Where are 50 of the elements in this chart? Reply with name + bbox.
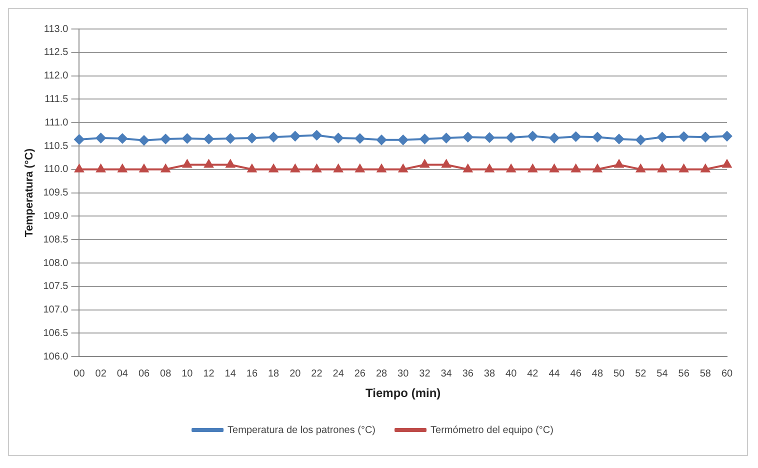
y-tick-label: 111.0 (44, 117, 69, 128)
x-tick-label: 44 (548, 368, 560, 380)
x-tick-label: 14 (224, 368, 236, 380)
x-axis-title: Tiempo (min) (366, 386, 441, 400)
x-tick-label: 20 (290, 368, 302, 380)
y-tick-label: 112.0 (44, 70, 69, 82)
y-tick-label: 109.0 (43, 210, 69, 222)
x-tick-label: 40 (506, 368, 518, 380)
x-tick-label: 36 (462, 368, 474, 380)
y-tick-label: 108.0 (43, 258, 69, 269)
x-tick-label: 08 (160, 368, 172, 380)
x-tick-label: 50 (613, 368, 626, 380)
x-tick-label: 58 (700, 368, 712, 380)
x-tick-label: 30 (398, 368, 410, 380)
x-tick-label: 02 (95, 368, 107, 380)
y-tick-label: 109.5 (43, 188, 69, 199)
legend-label: Termómetro del equipo (°C) (430, 424, 554, 436)
x-tick-label: 00 (74, 368, 86, 380)
x-tick-label: 52 (635, 368, 647, 380)
x-tick-label: 12 (203, 368, 215, 380)
x-tick-label: 46 (570, 368, 582, 380)
y-tick-label: 108.5 (43, 234, 69, 246)
x-tick-label: 16 (246, 368, 258, 380)
x-tick-label: 24 (332, 368, 344, 380)
y-tick-label: 110.5 (44, 140, 69, 152)
x-tick-label: 54 (656, 368, 668, 380)
y-tick-label: 111.5 (44, 94, 69, 105)
x-tick-label: 04 (116, 368, 128, 380)
x-tick-label: 28 (376, 368, 388, 380)
x-tick-label: 18 (268, 368, 280, 380)
y-tick-label: 110.0 (44, 164, 69, 176)
x-tick-label: 42 (527, 368, 539, 380)
y-tick-label: 107.0 (43, 304, 69, 316)
x-tick-label: 48 (592, 368, 604, 380)
x-tick-label: 60 (721, 368, 733, 380)
legend-label: Temperatura de los patrones (°C) (228, 424, 376, 436)
y-axis-title: Temperatura (°C) (24, 148, 36, 238)
x-tick-label: 34 (440, 368, 452, 380)
x-tick-label: 26 (354, 368, 366, 380)
x-tick-label: 38 (484, 368, 496, 380)
y-tick-label: 106.5 (43, 328, 69, 339)
x-tick-label: 22 (311, 368, 323, 380)
x-tick-label: 56 (678, 368, 690, 380)
y-tick-label: 113.0 (44, 24, 69, 35)
y-tick-label: 107.5 (43, 281, 69, 292)
x-tick-label: 06 (138, 368, 150, 380)
y-tick-label: 106.0 (43, 351, 69, 362)
x-tick-label: 10 (182, 368, 194, 380)
x-tick-label: 32 (419, 368, 431, 380)
y-tick-label: 112.5 (44, 47, 69, 58)
